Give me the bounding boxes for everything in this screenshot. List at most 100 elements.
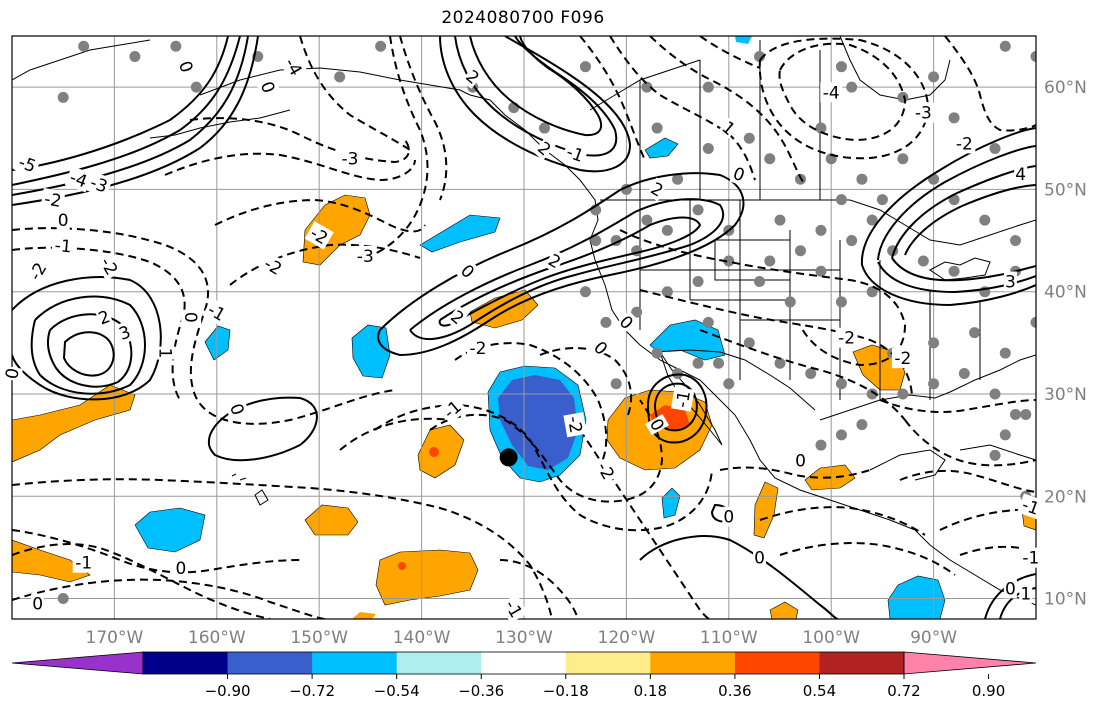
svg-text:0: 0 [180,312,200,323]
colorbar-tick-label: −0.18 [543,682,589,700]
station-dot [641,214,653,226]
yucatan-coast [869,449,946,481]
contour-label: 0 [174,557,188,579]
colorbar-segment [396,652,482,674]
contour-label: 0 [256,77,280,97]
alaska-coast [199,67,471,96]
station-dot [672,173,684,185]
station-dot [856,173,868,185]
station-dot [57,91,69,103]
station-dot [774,214,786,226]
svg-text:-1: -1 [75,554,92,574]
contour-label: 1 [155,346,176,360]
station-dot [692,204,704,216]
anomaly-region-negative [134,507,206,553]
anomaly-region-negative [887,575,946,619]
svg-text:4: 4 [1015,165,1026,185]
anomaly-region-negative [419,214,501,253]
colorbar-segment [565,652,651,674]
contour-label: 0 [180,310,202,324]
contour-label: -2 [891,348,914,369]
anomaly-region-negative [661,487,681,519]
station-dot [917,255,929,267]
svg-text:-3: -3 [915,104,932,124]
contour-label: 0 [1003,578,1017,599]
station-dot [600,316,612,328]
svg-text:-1: -1 [1022,549,1039,569]
contour-label: 0 [31,593,45,615]
station-dot [1030,50,1036,62]
anomaly-region-negative [735,36,752,44]
contour-label: 1 [1019,583,1033,604]
svg-text:3: 3 [1005,272,1016,292]
station-dot [610,378,622,390]
station-dot [754,50,766,62]
station-dot [129,50,141,62]
station-dot [989,388,1001,400]
station-dot [794,245,806,257]
location-marker [499,448,518,467]
station-dot [866,286,878,298]
station-dot [651,122,663,134]
svg-text:1: 1 [1020,584,1031,604]
svg-text:0: 0 [754,549,765,569]
station-markers [57,40,1036,605]
contour-label: 0 [56,210,70,231]
svg-text:-3: -3 [87,173,110,198]
colorbar-tick-label: 0.36 [718,682,751,700]
hudson-bay [839,36,951,101]
svg-text:0: 0 [58,211,69,231]
station-dot [999,429,1011,441]
colorbar-tick-label: −0.72 [289,682,335,700]
contour-label: -3 [354,245,377,267]
colorbar-tick-label: 0.72 [887,682,920,700]
svg-text:-2: -2 [894,349,911,369]
colorbar-tick-label: 0.54 [803,682,836,700]
station-dot [57,593,69,605]
station-dot [835,429,847,441]
anomaly-region-positive [469,289,539,329]
station-dot [928,378,940,390]
svg-text:-1: -1 [672,389,695,409]
station-dot [835,378,847,390]
contour-label: -1 [51,234,76,257]
station-dot [999,40,1011,52]
station-dot [743,132,755,144]
colorbar-segment [143,652,229,674]
svg-text:0: 0 [723,508,734,528]
lon-tick-label: 150°W [290,628,348,648]
station-dot [692,357,704,369]
station-dot [897,91,909,103]
lat-tick-label: 20°N [1044,487,1087,507]
station-dot [723,255,735,267]
station-dot [846,81,858,93]
svg-text:-2: -2 [838,329,855,349]
lon-tick-label: 160°W [188,628,246,648]
station-dot [723,378,735,390]
canada-provinces [589,40,821,200]
contour-label: -3 [338,148,361,170]
station-dot [641,81,653,93]
station-dot [170,40,182,52]
svg-text:-3: -3 [341,150,358,170]
anomaly-region-positive [417,424,465,479]
station-dot [661,286,673,298]
anomaly-region-strong-negative [498,375,578,470]
svg-text:0: 0 [795,451,806,471]
anomaly-region-negative [204,325,231,361]
station-dot [579,61,591,73]
station-dot [1030,316,1036,328]
station-dot [702,316,714,328]
contour-label: 0 [729,162,749,186]
svg-text:-2: -2 [43,189,63,212]
anomaly-region-positive [352,612,376,619]
svg-text:-5: -5 [16,152,39,177]
anomaly-region-negative [351,324,391,379]
station-dot [897,153,909,165]
colorbar-tick-label: −0.36 [458,682,504,700]
station-dot [743,337,755,349]
station-dot [774,357,786,369]
lat-tick-label: 40°N [1044,283,1087,303]
station-dot [928,337,940,349]
